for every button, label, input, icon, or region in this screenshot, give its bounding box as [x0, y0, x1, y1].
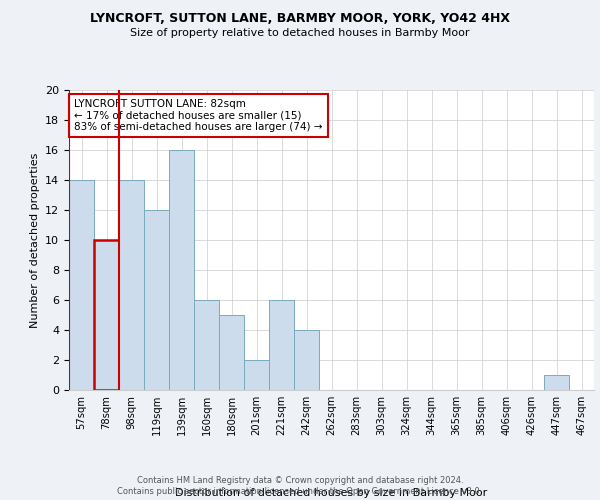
Y-axis label: Number of detached properties: Number of detached properties [29, 152, 40, 328]
Bar [194, 300, 219, 390]
Text: LYNCROFT, SUTTON LANE, BARMBY MOOR, YORK, YO42 4HX: LYNCROFT, SUTTON LANE, BARMBY MOOR, YORK… [90, 12, 510, 26]
Bar [94, 240, 119, 390]
Bar [169, 150, 194, 390]
Bar [269, 300, 294, 390]
Bar [544, 375, 569, 390]
Text: Contains public sector information licensed under the Open Government Licence v3: Contains public sector information licen… [118, 487, 482, 496]
Bar [69, 180, 94, 390]
Text: Size of property relative to detached houses in Barmby Moor: Size of property relative to detached ho… [130, 28, 470, 38]
Bar [144, 210, 169, 390]
Bar [294, 330, 319, 390]
Bar [219, 315, 244, 390]
Text: Contains HM Land Registry data © Crown copyright and database right 2024.: Contains HM Land Registry data © Crown c… [137, 476, 463, 485]
Bar [244, 360, 269, 390]
X-axis label: Distribution of detached houses by size in Barmby Moor: Distribution of detached houses by size … [175, 488, 488, 498]
Text: LYNCROFT SUTTON LANE: 82sqm
← 17% of detached houses are smaller (15)
83% of sem: LYNCROFT SUTTON LANE: 82sqm ← 17% of det… [74, 99, 323, 132]
Bar [119, 180, 144, 390]
